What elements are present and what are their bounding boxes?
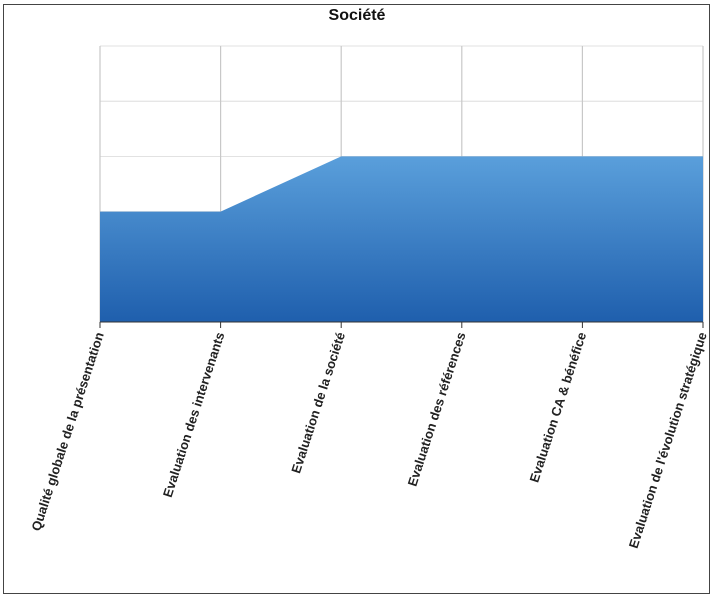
chart-title: Société [328, 7, 386, 24]
x-tick-label: Evaluation de l'évolution stratégique [626, 330, 710, 550]
area-series [100, 156, 703, 322]
x-tick-label: Evaluation CA & bénéfice [526, 330, 589, 484]
x-tick-label: Qualité globale de la présentation [28, 330, 107, 533]
x-tick-label: Evaluation des intervenants [160, 330, 228, 499]
x-tick-label: Evaluation des références [405, 330, 469, 488]
x-tick-label: Evaluation de la société [288, 330, 348, 475]
